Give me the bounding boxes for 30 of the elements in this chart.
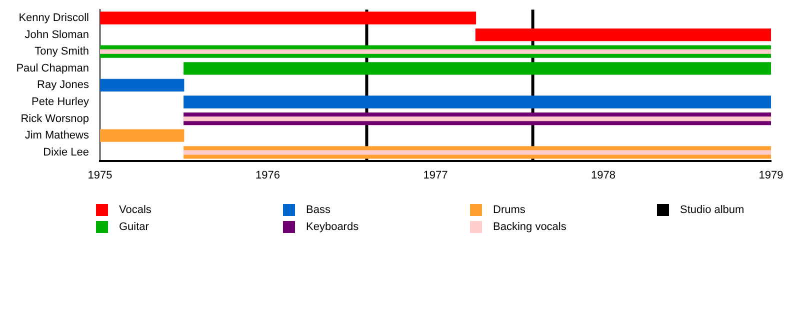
bar bbox=[100, 49, 771, 54]
legend-label: Studio album bbox=[680, 204, 744, 216]
y-tick-label: Dixie Lee bbox=[43, 146, 89, 158]
legend-label: Bass bbox=[306, 204, 330, 216]
x-tick-label: 1977 bbox=[423, 169, 448, 182]
y-tick-label: Kenny Driscoll bbox=[18, 12, 89, 24]
bar bbox=[100, 129, 184, 142]
y-tick-label: Paul Chapman bbox=[16, 62, 89, 74]
legend-label: Backing vocals bbox=[493, 220, 566, 232]
x-tick-label: 1979 bbox=[758, 169, 784, 182]
x-tick-label: 1975 bbox=[88, 169, 112, 182]
x-tick-label: 1976 bbox=[256, 169, 280, 182]
y-tick-label: John Sloman bbox=[24, 28, 89, 41]
legend-label: Guitar bbox=[119, 220, 149, 232]
bar bbox=[475, 28, 771, 42]
legend-label: Drums bbox=[493, 204, 526, 216]
bar bbox=[100, 12, 476, 24]
y-tick-label: Tony Smith bbox=[34, 46, 89, 58]
bar bbox=[184, 150, 771, 155]
y-tick-label: Pete Hurley bbox=[32, 96, 90, 108]
bar bbox=[184, 62, 771, 75]
bar bbox=[184, 96, 771, 108]
y-tick-label: Ray Jones bbox=[37, 79, 90, 92]
x-tick-label: 1978 bbox=[591, 169, 616, 182]
bar bbox=[100, 78, 184, 92]
y-tick-label: Jim Mathews bbox=[24, 130, 90, 142]
y-tick-label: Rick Worsnop bbox=[20, 112, 89, 125]
legend-label: Vocals bbox=[119, 204, 152, 216]
legend-label: Keyboards bbox=[306, 220, 359, 232]
bar bbox=[184, 116, 771, 122]
